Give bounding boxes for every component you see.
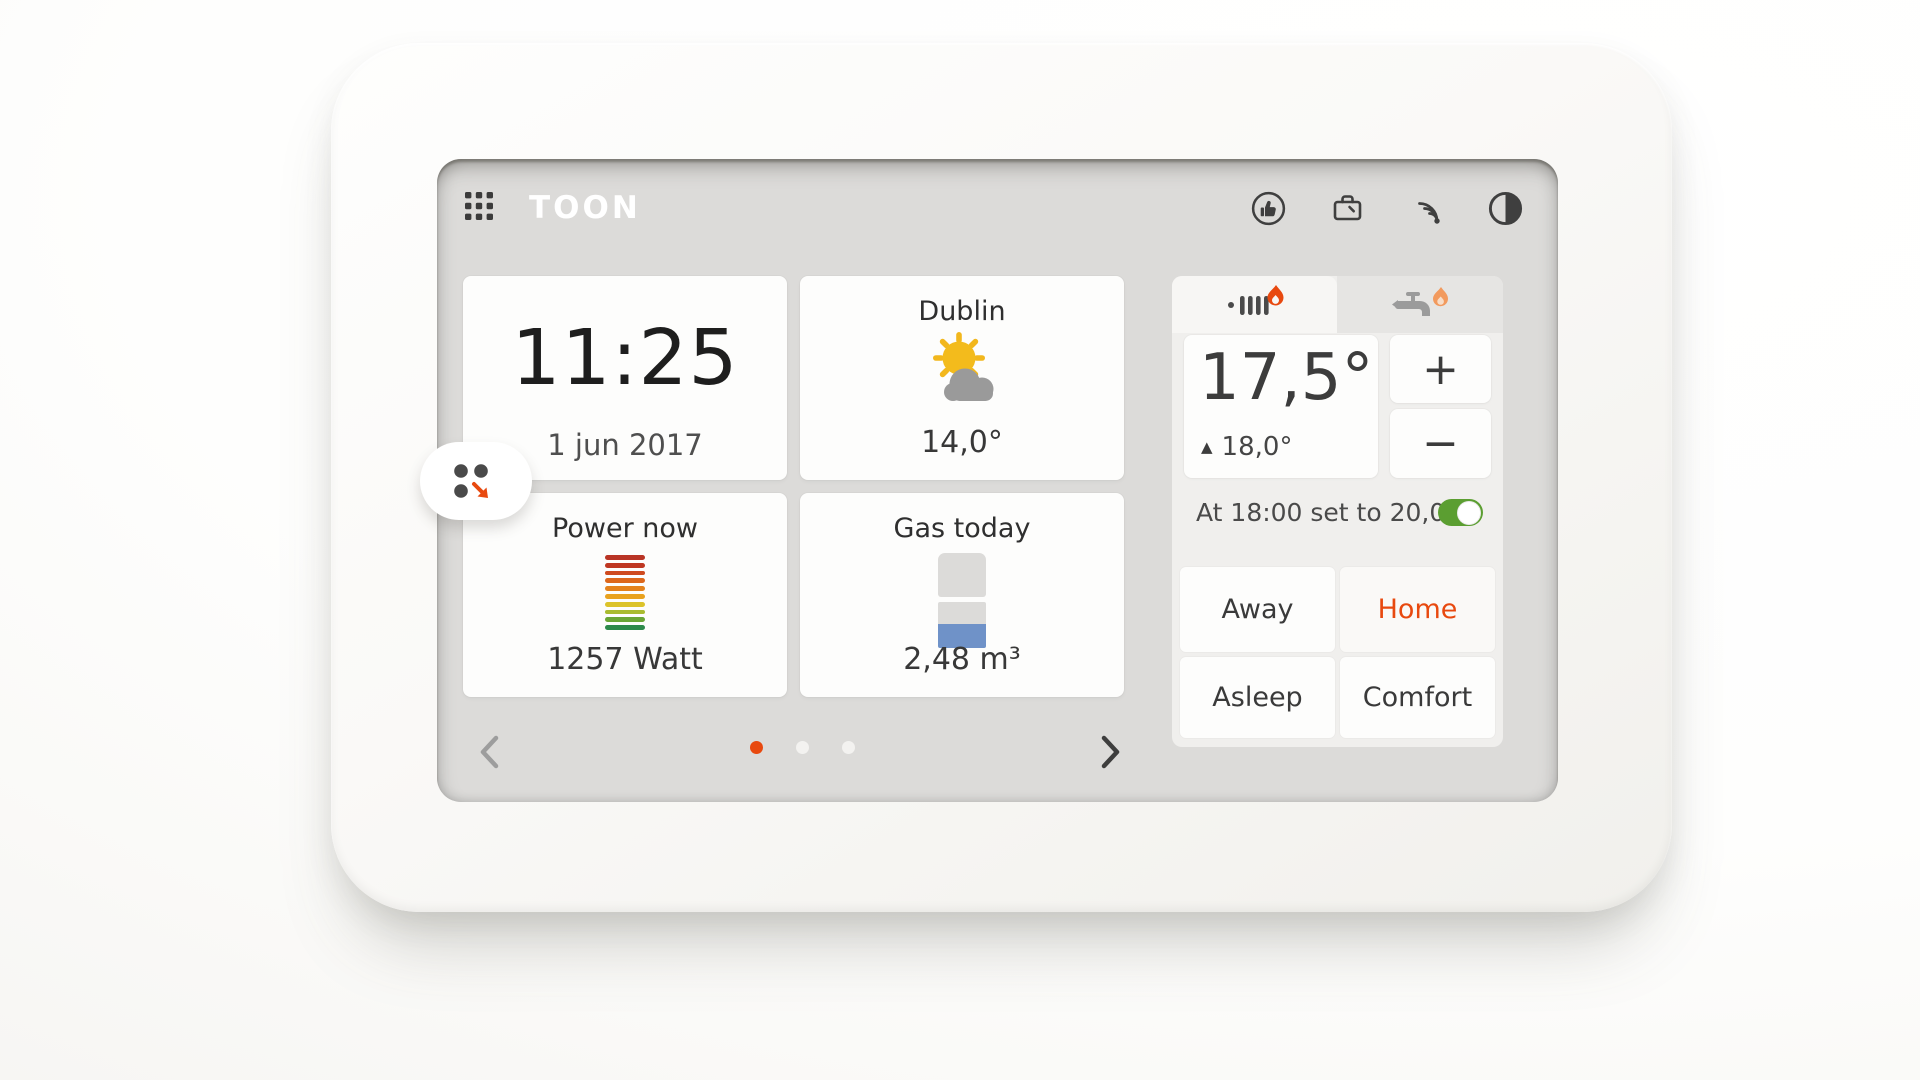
gas-gauge-fill: [938, 624, 986, 648]
power-tile[interactable]: Power now 1257 Watt: [463, 493, 787, 697]
drawer-handle-button[interactable]: [420, 442, 532, 520]
pager-dot[interactable]: [796, 741, 809, 754]
power-value: 1257 Watt: [547, 642, 703, 677]
gas-gauge: [938, 553, 986, 648]
schedule-text: At 18:00 set to 20,0°: [1196, 498, 1458, 527]
thermostat-device-frame: TOON: [331, 43, 1672, 912]
preset-asleep-button[interactable]: Asleep: [1180, 657, 1335, 738]
preset-home-button[interactable]: Home: [1340, 567, 1495, 652]
target-temperature-value: 18,0°: [1221, 432, 1293, 462]
pager-dot-active[interactable]: [750, 741, 763, 754]
current-temperature-card: 17,5° ▲ 18,0°: [1184, 335, 1378, 478]
power-bar: [605, 570, 645, 576]
decrease-temperature-button[interactable]: −: [1390, 409, 1491, 478]
grid-menu-icon[interactable]: [465, 192, 493, 220]
weather-tile[interactable]: Dublin: [800, 276, 1124, 480]
gas-title: Gas today: [893, 513, 1031, 544]
target-temperature: ▲ 18,0°: [1201, 432, 1292, 462]
power-bar: [605, 609, 645, 615]
power-title: Power now: [552, 513, 698, 544]
power-bar: [605, 562, 645, 568]
schedule-toggle[interactable]: [1438, 499, 1483, 526]
pager-dots: [750, 741, 855, 754]
chevron-left-icon[interactable]: [477, 734, 503, 770]
power-bar: [605, 617, 645, 623]
preset-away-button[interactable]: Away: [1180, 567, 1335, 652]
chevron-right-icon[interactable]: [1097, 734, 1123, 770]
device-screen: TOON: [420, 159, 1558, 802]
gas-gauge-top: [938, 553, 986, 597]
gas-tile[interactable]: Gas today 2,48 m³: [800, 493, 1124, 697]
status-icons: [1250, 190, 1524, 227]
increase-temperature-button[interactable]: +: [1390, 335, 1491, 403]
gas-gauge-empty: [938, 602, 986, 624]
pager-dot[interactable]: [842, 741, 855, 754]
toggle-knob: [1457, 500, 1481, 525]
usage-thumbs-up-icon[interactable]: [1250, 190, 1287, 227]
power-bars: [605, 555, 645, 630]
weather-city: Dublin: [918, 296, 1006, 327]
clock-tile[interactable]: 11:25 1 jun 2017: [463, 276, 787, 480]
schedule-row: At 18:00 set to 20,0°: [1172, 490, 1503, 534]
power-bar: [605, 593, 645, 599]
sun-cloud-icon: [800, 328, 1124, 412]
clock-date: 1 jun 2017: [547, 428, 703, 462]
power-bar: [605, 625, 645, 630]
power-bar: [605, 586, 645, 591]
current-temperature: 17,5°: [1199, 341, 1374, 415]
power-bar: [605, 555, 645, 560]
power-bar: [605, 578, 645, 584]
toon-logo: TOON: [529, 190, 641, 226]
gas-value: 2,48 m³: [903, 642, 1021, 677]
power-bar: [605, 601, 645, 607]
setpoint-arrow-icon: ▲: [1201, 438, 1213, 456]
wifi-icon[interactable]: [1408, 190, 1445, 227]
weather-temperature: 14,0°: [921, 425, 1003, 460]
arrow-down-right-icon: [472, 482, 488, 498]
radiator-flame-icon: [1227, 284, 1283, 315]
service-case-icon[interactable]: [1329, 190, 1366, 227]
clock-time: 11:25: [511, 314, 739, 403]
heating-tab[interactable]: [1172, 276, 1337, 333]
display-contrast-icon[interactable]: [1487, 190, 1524, 227]
hot-water-tab[interactable]: [1337, 276, 1503, 333]
thermostat-panel: 17,5° ▲ 18,0° + − At 18:00 set to 20,0° …: [1172, 276, 1503, 747]
preset-comfort-button[interactable]: Comfort: [1340, 657, 1495, 738]
tap-flame-icon: [1392, 286, 1448, 316]
